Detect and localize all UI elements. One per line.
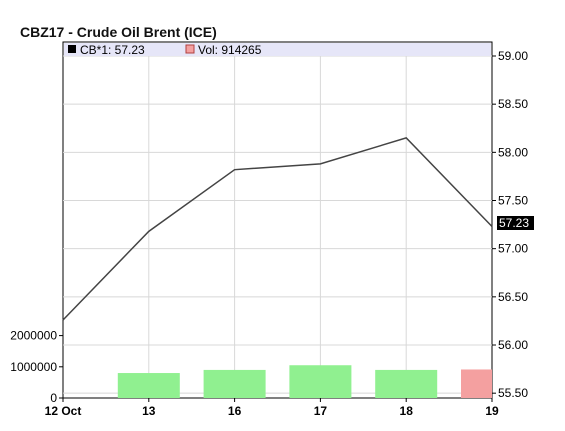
volume-bar [117,373,180,398]
legend-swatch-volume [185,44,195,54]
price-line [62,137,493,321]
last-price-label: 57.23 [499,216,529,230]
y-tick-label: 55.50 [498,386,528,400]
volume-bar [203,369,266,398]
axes: 59.00 58.50 58.00 57.50 57.00 56.50 56.00 55.50… [10,49,528,418]
volume-bar [461,369,492,398]
x-tick-label: 17 [314,404,328,418]
y-tick-label: 57.50 [498,194,528,208]
volume-tick-label: 1000000 [10,360,57,374]
legend-volume: Vol: 914265 [198,43,262,57]
y-tick-label: 56.50 [498,290,528,304]
y-tick-label: 58.00 [498,145,528,159]
legend-band [64,43,491,56]
legend-swatch-price [68,45,76,53]
volume-bars [117,365,492,398]
x-tick-label: 13 [142,404,156,418]
volume-bar [375,369,438,398]
y-tick-label: 59.00 [498,49,528,63]
volume-tick-label: 2000000 [10,329,57,343]
volume-bar [289,365,352,398]
last-price-badge [497,216,534,230]
chart-title: CBZ17 - Crude Oil Brent (ICE) [20,24,217,40]
legend-price: CB*1: 57.23 [80,43,145,57]
y-tick-label: 56.00 [498,338,528,352]
x-tick-label: 16 [228,404,242,418]
plot-frame [62,41,493,399]
x-tick-label: 18 [400,404,414,418]
y-tick-label: 58.50 [498,97,528,111]
x-tick-label: 12 Oct [45,404,82,418]
volume-tick-label: 0 [50,391,57,405]
price-line-group [62,137,493,321]
y-tick-label: 57.00 [498,242,528,256]
x-tick-label: 19 [485,404,499,418]
